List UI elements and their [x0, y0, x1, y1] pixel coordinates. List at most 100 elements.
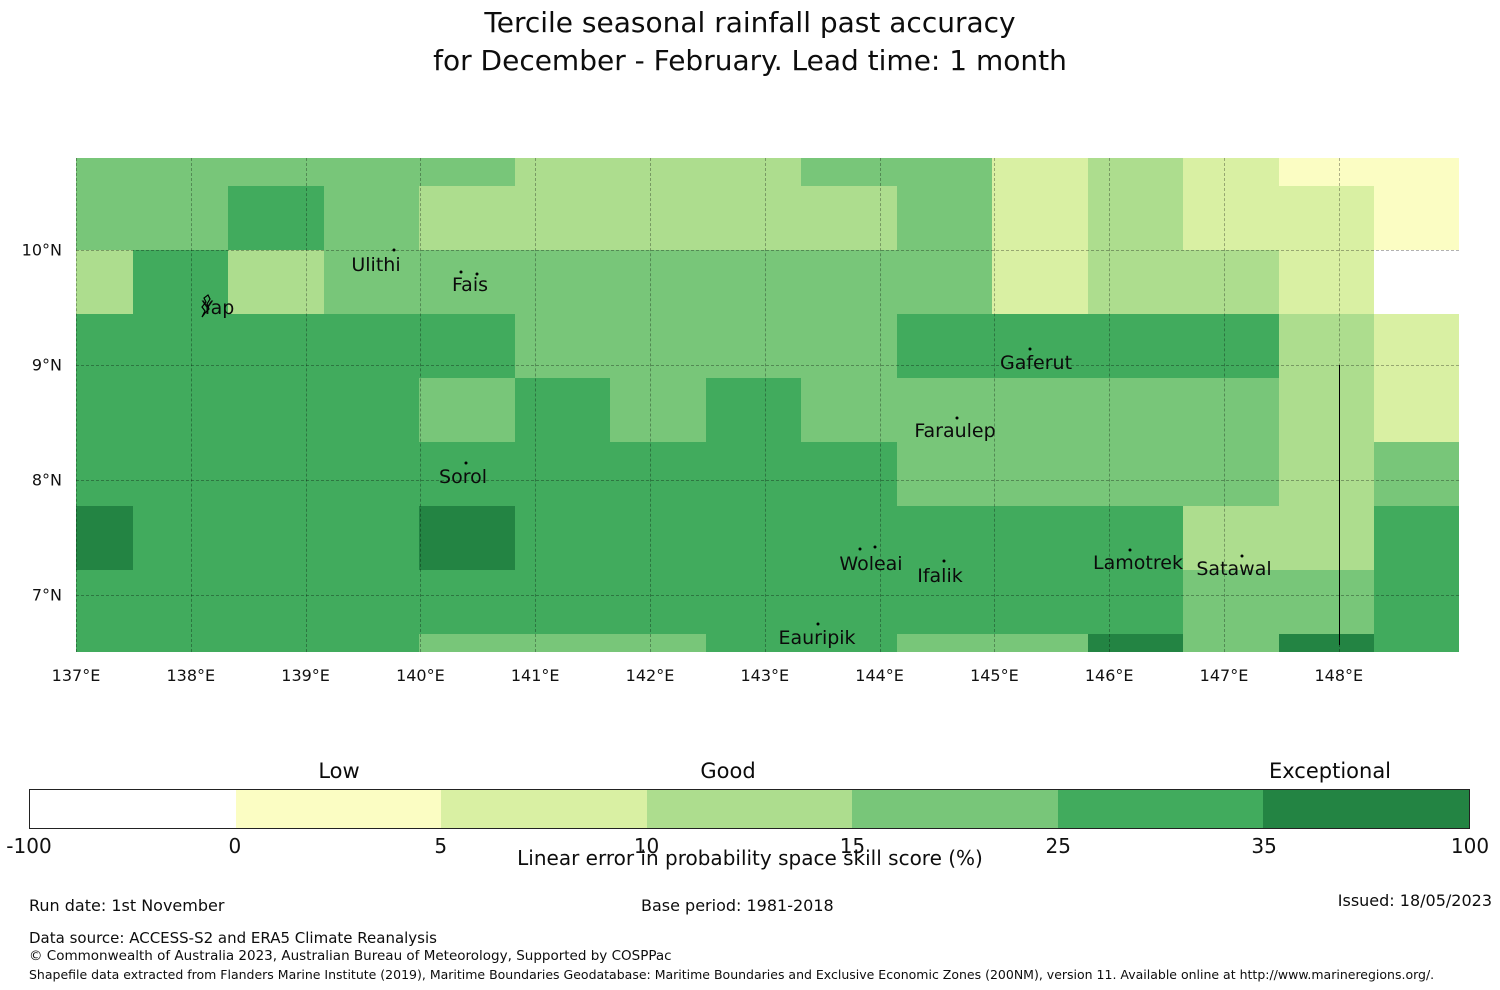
map-cell: [1183, 570, 1279, 634]
map-cell: [228, 250, 324, 314]
map-cell: [801, 634, 897, 652]
map-cell: [610, 506, 706, 570]
x-axis-tick-label: 137°E: [51, 666, 101, 685]
map-cell: [992, 506, 1088, 570]
island-marker-dot: [459, 270, 463, 274]
meridian-gridline: [1109, 158, 1111, 652]
map-cell: [419, 506, 515, 570]
map-cell: [228, 506, 324, 570]
map-cell: [801, 250, 897, 314]
y-axis-tick-label: 10°N: [21, 240, 62, 260]
colorbar-tick-label: -100: [6, 834, 52, 858]
map-cell: [419, 570, 515, 634]
x-axis-tick-label: 143°E: [740, 666, 790, 685]
colorbar-segment: [852, 790, 1058, 828]
map-cell: [76, 570, 133, 634]
legend-category-label: Low: [318, 759, 360, 783]
chart-title: Tercile seasonal rainfall past accuracy …: [0, 4, 1500, 80]
map-cell: [705, 634, 801, 652]
map-cell: [610, 186, 706, 250]
map-cell: [132, 442, 228, 506]
map-cell: [76, 634, 133, 652]
colorbar-tick-label: 25: [1045, 834, 1072, 858]
map-cell: [514, 378, 610, 442]
chart-title-line2: for December - February. Lead time: 1 mo…: [433, 44, 1067, 77]
map-cell: [896, 570, 992, 634]
x-axis-tick-label: 148°E: [1314, 666, 1364, 685]
map-cell: [76, 506, 133, 570]
map-cell: [992, 314, 1088, 378]
map-cell: [610, 570, 706, 634]
meridian-gridline: [650, 158, 651, 652]
island-label: Ifalik: [917, 565, 963, 587]
map-cell: [896, 314, 992, 378]
map-cell: [1374, 378, 1459, 442]
map-cell: [1278, 378, 1374, 442]
x-axis-tick-label: 147°E: [1199, 666, 1249, 685]
map-cell: [1183, 250, 1279, 314]
x-axis-tick-label: 140°E: [396, 666, 445, 685]
map-cell: [705, 250, 801, 314]
map-cell: [896, 186, 992, 250]
map-cell: [1374, 314, 1459, 378]
map-cell: [1087, 378, 1183, 442]
map-cell: [514, 570, 610, 634]
meridian-gridline: [764, 158, 766, 652]
island-label: Gaferut: [999, 352, 1073, 374]
map-cell: [1183, 634, 1279, 652]
map-cell: [228, 314, 324, 378]
map-cell: [1278, 506, 1374, 570]
colorbar-tick-label: 15: [839, 834, 866, 858]
meridian-gridline: [1224, 158, 1225, 652]
map-cell: [992, 570, 1088, 634]
map-cell: [610, 250, 706, 314]
island-label: Sorol: [439, 466, 487, 488]
map-cell: [1183, 314, 1279, 378]
map-cell: [801, 158, 897, 186]
map-cell: [1374, 158, 1459, 186]
island-marker-dot: [464, 461, 468, 465]
island-marker-dot: [858, 547, 862, 551]
map-cell: [323, 314, 419, 378]
x-axis-tick-label: 145°E: [970, 666, 1019, 685]
map-cell: [1087, 158, 1183, 186]
map-cell: [228, 378, 324, 442]
map-cell: [514, 634, 610, 652]
map-cell: [323, 186, 419, 250]
map-cell: [1278, 186, 1374, 250]
map-cell: [1087, 506, 1183, 570]
map-cell: [801, 314, 897, 378]
island-label: Ulithi: [351, 254, 401, 276]
map-cell: [610, 314, 706, 378]
map-cell: [1087, 570, 1183, 634]
map-cell: [610, 634, 706, 652]
map-cell: [705, 378, 801, 442]
map-cell: [132, 570, 228, 634]
map-cell: [514, 186, 610, 250]
map-cell: [705, 570, 801, 634]
map-cell: [1278, 442, 1374, 506]
colorbar-tick-label: 5: [434, 834, 448, 858]
map-cell: [228, 570, 324, 634]
map-cell: [132, 378, 228, 442]
map-cell: [1374, 250, 1459, 314]
map-cell: [1374, 442, 1459, 506]
issued-date-text: Issued: 18/05/2023: [1337, 891, 1492, 910]
island-marker-dot: [873, 545, 877, 549]
map-cell: [705, 506, 801, 570]
x-axis-tick-label: 141°E: [510, 666, 560, 685]
map-cell: [323, 570, 419, 634]
island-marker-dot: [955, 416, 959, 420]
map-cell: [323, 250, 419, 314]
map-cell: [1374, 506, 1459, 570]
map-cell: [1183, 186, 1279, 250]
map-cell: [1278, 634, 1374, 652]
island-marker-dot: [942, 559, 946, 563]
island-marker-dot: [475, 272, 479, 276]
map-cell: [1374, 634, 1459, 652]
island-label: Lamotrek: [1093, 552, 1183, 574]
eez-boundary-line: [1339, 365, 1340, 645]
island-marker-dot: [1028, 347, 1032, 351]
map-cell: [1087, 634, 1183, 652]
